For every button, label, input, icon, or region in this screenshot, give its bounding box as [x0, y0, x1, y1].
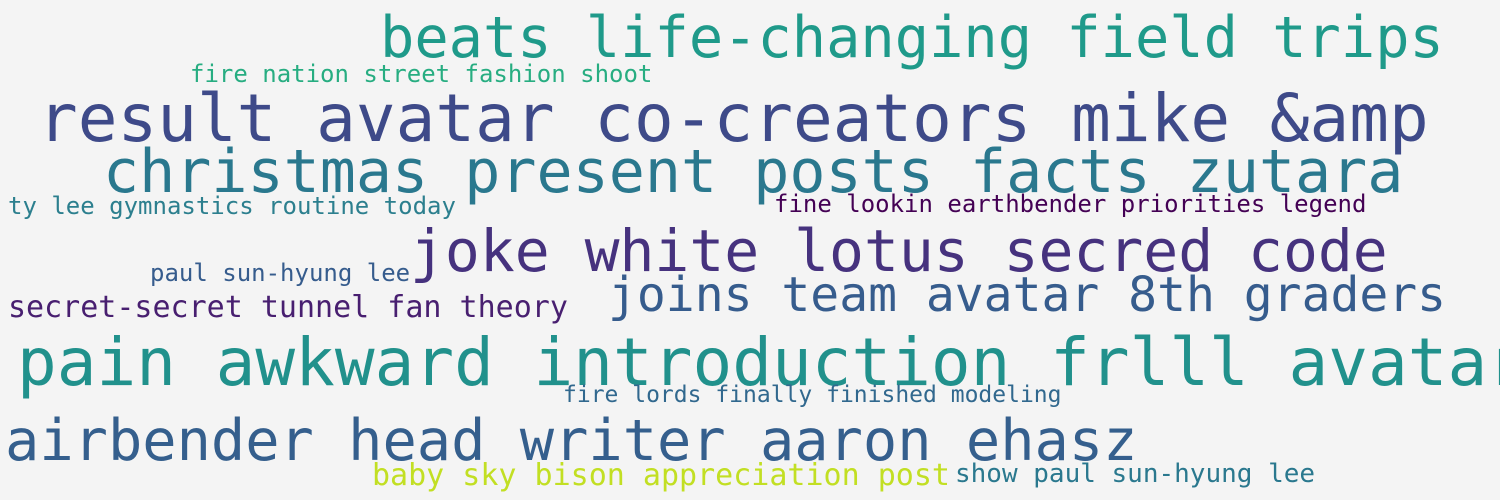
phrase-airbender-head-writer: airbender head writer aaron ehasz	[5, 408, 1138, 474]
phrase-fine-lookin-earthbender: fine lookin earthbender priorities legen…	[774, 190, 1367, 218]
phrase-show-paul-sun-hyung-lee: show paul sun-hyung lee	[955, 459, 1316, 489]
phrase-christmas-present-posts: christmas present posts facts zutara	[103, 137, 1404, 207]
phrase-joins-team-avatar: joins team avatar 8th graders	[608, 267, 1447, 323]
phrase-beats-life-changing-field-trips: beats life-changing field trips	[380, 5, 1444, 71]
phrase-fire-lords-finally: fire lords finally finished modeling	[563, 382, 1062, 408]
phrase-ty-lee-gymnastics: ty lee gymnastics routine today	[8, 192, 456, 220]
phrase-secret-secret-tunnel: secret-secret tunnel fan theory	[8, 290, 568, 325]
phrase-fire-nation-street-fashion-shoot: fire nation street fashion shoot	[190, 60, 653, 88]
phrase-joke-white-lotus: joke white lotus secred code	[410, 217, 1388, 285]
phrase-pain-awkward-introduction: pain awkward introduction frlll avatar	[17, 324, 1500, 401]
phrase-result-avatar-co-creators: result avatar co-creators mike &amp	[38, 80, 1429, 157]
phrase-baby-sky-bison: baby sky bison appreciation post	[372, 458, 950, 493]
phrase-paul-sun-hyung-lee: paul sun-hyung lee	[150, 259, 411, 287]
